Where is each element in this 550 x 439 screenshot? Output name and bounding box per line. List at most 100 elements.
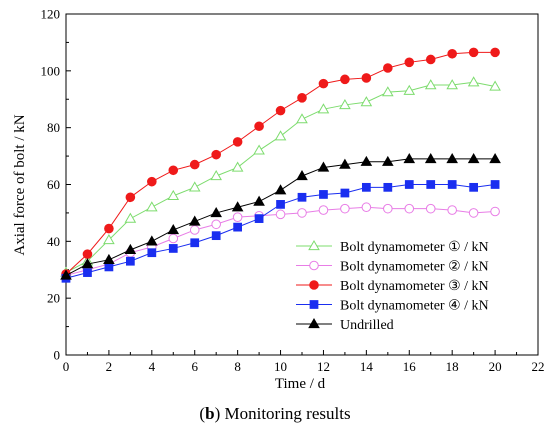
series-2-point — [340, 203, 350, 214]
x-tick-label: 0 — [63, 359, 70, 374]
y-tick-label: 120 — [41, 7, 61, 22]
series-1-point — [146, 201, 158, 212]
x-tick-label: 2 — [106, 359, 113, 374]
series-3-point — [425, 54, 436, 65]
series-3-point — [232, 137, 243, 147]
series-3-point — [340, 74, 350, 85]
legend-marker — [308, 318, 320, 329]
series-1-point — [103, 233, 115, 245]
series-2-point — [468, 208, 479, 218]
y-tick-label: 0 — [54, 348, 61, 363]
series-3-point — [361, 73, 372, 83]
series-1-point — [424, 79, 437, 90]
series-2-point — [232, 212, 243, 222]
series-4-point — [361, 182, 371, 192]
series-1-point — [274, 130, 287, 141]
legend-label: Undrilled — [340, 318, 394, 333]
series-5-point — [424, 152, 437, 164]
series-4-point — [147, 248, 157, 258]
series-2-point — [318, 205, 329, 215]
axial-force-chart: 0 2 4 6 8 10 12 14 16 18 20 22 0 20 40 60 80 100 120 Bolt … — [12, 7, 545, 393]
series-5-point — [146, 235, 158, 246]
series-5-point — [317, 161, 330, 172]
series-1-point — [167, 189, 180, 201]
legend-entry-1: Bolt dynamometer ① / kN — [296, 240, 489, 255]
series-4-point — [340, 188, 350, 198]
series-4-point — [297, 192, 307, 202]
axes: 0 2 4 6 8 10 12 14 16 18 20 22 0 20 40 60 80 100 120 — [41, 7, 545, 375]
x-tick-label: 8 — [234, 359, 241, 374]
series-3 — [61, 47, 500, 279]
series-1-point — [489, 80, 501, 91]
series-3-point — [318, 78, 329, 89]
series-4-point — [447, 180, 457, 189]
legend-entry-2: Bolt dynamometer ② / kN — [296, 260, 489, 275]
series-5-point — [467, 152, 480, 164]
legend-label: Bolt dynamometer ② / kN — [340, 260, 489, 275]
series-4-point — [125, 256, 135, 266]
series-5-point — [231, 201, 244, 212]
series-2-point — [447, 205, 457, 215]
series-4-point — [211, 231, 221, 241]
series-3-point — [168, 165, 179, 176]
series-4-point — [168, 244, 178, 253]
series-5-point — [124, 243, 137, 255]
series-4-point — [233, 222, 243, 232]
x-tick-label: 6 — [191, 359, 198, 374]
series-3-point — [468, 47, 479, 58]
x-tick-label: 4 — [149, 359, 156, 374]
legend-entry-4: Bolt dynamometer ④ / kN — [296, 299, 489, 314]
x-tick-label: 14 — [360, 359, 374, 374]
x-tick-label: 22 — [532, 359, 545, 374]
series-4-point — [104, 262, 114, 272]
series-1-point — [124, 212, 137, 223]
legend-marker — [309, 280, 319, 290]
series-1-point — [188, 181, 201, 192]
series-1-point — [231, 161, 244, 172]
legend-label: Bolt dynamometer ③ / kN — [340, 279, 489, 294]
series-3-point — [447, 48, 457, 59]
series-2-point — [275, 209, 286, 220]
series-3-point — [211, 149, 221, 160]
series-5-point — [167, 224, 180, 235]
series-1-point — [210, 170, 222, 181]
legend-marker — [308, 240, 320, 251]
series-5-point — [81, 258, 94, 269]
x-axis-label: Time / d — [275, 376, 326, 392]
series-5-point — [296, 170, 308, 181]
series-5-point — [103, 253, 115, 264]
legend-label: Bolt dynamometer ④ / kN — [340, 299, 489, 314]
series-3-point — [297, 93, 307, 103]
series-3-point — [383, 63, 393, 73]
y-axis-label: Axial force of bolt / kN — [12, 114, 28, 255]
series-1-point — [382, 86, 394, 97]
series-5-point — [60, 269, 72, 280]
series-5-point — [210, 206, 222, 218]
series-1-point — [467, 76, 480, 87]
series-5-point — [446, 152, 458, 164]
series-2-point — [168, 233, 179, 244]
series-4-point — [404, 180, 414, 189]
y-tick-label: 80 — [47, 120, 60, 135]
series-3-point — [125, 192, 136, 203]
series-4-point — [469, 182, 479, 192]
series-1-point — [446, 79, 458, 90]
series-2-point — [404, 203, 415, 214]
series-5-point — [403, 152, 416, 164]
series-1-point — [360, 96, 373, 107]
series-3-point — [104, 223, 114, 234]
series-1-point — [296, 113, 308, 124]
series-2-point — [297, 208, 307, 218]
legend-marker — [309, 260, 319, 271]
figure-caption: (b) Monitoring results — [199, 404, 351, 423]
series-2-point — [361, 202, 372, 213]
series-3-point — [82, 249, 93, 259]
series-1-point — [339, 98, 351, 110]
series-5-point — [274, 184, 287, 195]
series-3-point — [254, 121, 264, 132]
legend-entry-3: Bolt dynamometer ③ / kN — [296, 279, 489, 294]
legend-entry-5: Undrilled — [296, 318, 394, 333]
series-2-point — [383, 203, 393, 214]
x-tick-label: 18 — [446, 359, 459, 374]
caption-text: Monitoring results — [224, 404, 351, 423]
